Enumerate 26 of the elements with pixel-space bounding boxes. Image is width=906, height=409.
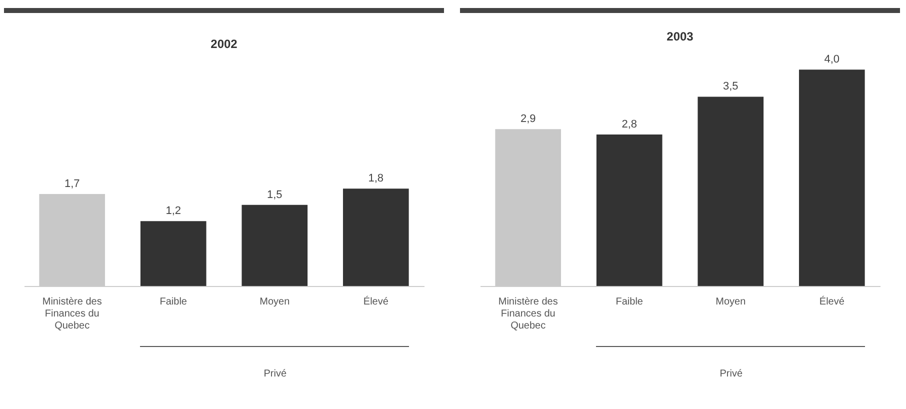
data-label: 1,7 — [64, 178, 80, 190]
bar — [342, 188, 409, 286]
x-tick-label: Faible — [616, 296, 644, 308]
data-label: 3,5 — [722, 80, 738, 93]
x-tick-label: Moyen — [260, 296, 290, 308]
x-tick-label: Moyen — [716, 296, 746, 308]
data-label: 4,0 — [824, 54, 840, 66]
chart-title: 2002 — [210, 37, 238, 51]
x-tick-label: Faible — [160, 296, 188, 308]
bar — [596, 134, 662, 286]
bar — [698, 96, 764, 286]
data-label: 1,5 — [266, 188, 282, 201]
x-tick-label: Ministère des Finances du Quebec — [42, 296, 102, 332]
x-axis-title: Privé — [720, 368, 743, 380]
x-tick-label: Ministère des Finances du Quebec — [498, 296, 558, 332]
data-label: 2,9 — [520, 113, 536, 126]
bar — [798, 70, 865, 286]
data-label: 1,2 — [166, 205, 182, 218]
chart-title: 2003 — [666, 30, 694, 44]
data-label: 2,8 — [622, 118, 638, 131]
bar — [242, 204, 308, 286]
x-tick-label: Élevé — [819, 296, 845, 308]
x-axis-title: Privé — [264, 368, 287, 380]
x-tick-label: Élevé — [363, 296, 389, 308]
data-label: 1,8 — [368, 172, 384, 185]
bar — [140, 221, 206, 286]
